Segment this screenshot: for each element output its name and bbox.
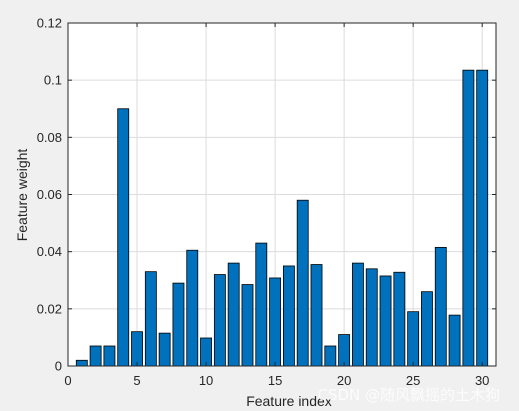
bar-feature-28 xyxy=(448,314,461,367)
y-tick-label: 0.08 xyxy=(37,130,62,145)
bar-feature-15 xyxy=(269,277,282,367)
bar-feature-9 xyxy=(186,249,199,367)
bar-feature-21 xyxy=(352,262,364,367)
y-tick-label: 0.06 xyxy=(37,187,62,202)
bar-feature-20 xyxy=(338,334,351,367)
bar-feature-12 xyxy=(227,262,240,367)
bar-feature-16 xyxy=(282,265,295,367)
bar-feature-27 xyxy=(434,246,447,367)
bar-feature-10 xyxy=(200,337,212,367)
bar-feature-24 xyxy=(393,271,406,367)
y-tick-label: 0.12 xyxy=(37,16,62,31)
bar-feature-30 xyxy=(476,69,489,367)
x-tick-label: 30 xyxy=(475,373,489,388)
grid-lines xyxy=(68,23,496,366)
bar-feature-22 xyxy=(365,268,378,367)
bar-feature-2 xyxy=(89,345,102,367)
y-tick-label: 0.1 xyxy=(44,73,62,88)
x-tick-label: 15 xyxy=(268,373,282,388)
bar-feature-19 xyxy=(324,345,337,367)
bar-feature-29 xyxy=(462,69,475,367)
bar-feature-8 xyxy=(172,282,185,367)
bar-feature-1 xyxy=(75,359,88,367)
x-tick-label: 0 xyxy=(64,373,71,388)
x-tick-label: 10 xyxy=(199,373,213,388)
bar-feature-25 xyxy=(407,311,420,367)
bar-feature-18 xyxy=(310,264,323,367)
bar-feature-3 xyxy=(103,345,116,367)
bar-feature-5 xyxy=(131,331,143,367)
bar-feature-13 xyxy=(241,284,254,367)
x-tick-label: 20 xyxy=(337,373,351,388)
bar-feature-6 xyxy=(144,271,157,367)
x-tick-label: 25 xyxy=(406,373,420,388)
axis-ticks: 0 5 10 15 20 25 30 0 0.02 0.04 0.06 0.08 0.1 0.12 xyxy=(37,16,496,388)
bar-feature-17 xyxy=(296,199,309,367)
bar-series xyxy=(75,69,489,367)
x-axis-label: Feature index xyxy=(246,393,332,409)
y-tick-label: 0.04 xyxy=(37,244,62,259)
y-tick-label: 0.02 xyxy=(37,301,62,316)
bar-feature-26 xyxy=(421,291,433,367)
y-axis-label: Feature weight xyxy=(14,149,30,242)
y-tick-label: 0 xyxy=(55,359,62,374)
x-tick-label: 5 xyxy=(133,373,140,388)
bar-feature-11 xyxy=(213,274,226,367)
bar-feature-23 xyxy=(379,275,392,367)
bar-feature-7 xyxy=(158,332,171,367)
bar-feature-14 xyxy=(255,242,268,367)
watermark: CSDN @随风飘摇的土木狗 xyxy=(317,386,500,404)
bar-feature-4 xyxy=(117,108,130,367)
